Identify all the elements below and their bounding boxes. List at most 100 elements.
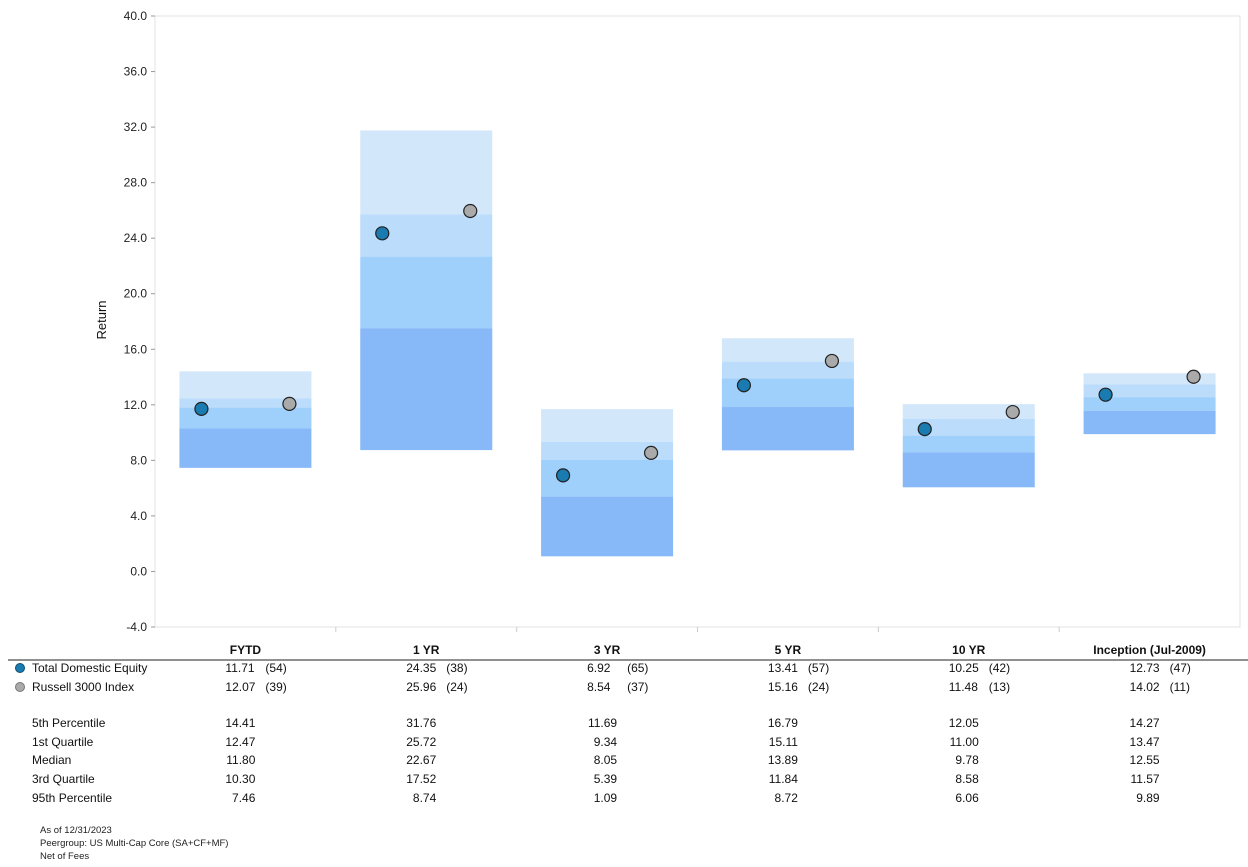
percentile-value: 16.79 — [768, 716, 798, 730]
percentile-band — [179, 428, 312, 468]
percentile-band — [902, 418, 1035, 436]
percentile-value: 8.74 — [413, 791, 437, 805]
percentile-value: 9.34 — [594, 735, 618, 749]
percentile-band — [179, 371, 312, 399]
total-domestic-equity-marker — [1098, 387, 1113, 402]
percentile-label: 1st Quartile — [32, 735, 94, 749]
category-label: 3 YR — [594, 643, 621, 657]
percentile-band — [1083, 384, 1216, 398]
total-domestic-equity-marker — [194, 401, 209, 416]
total-domestic-equity-marker — [555, 468, 571, 483]
total-domestic-equity-marker — [375, 226, 390, 241]
percentile-value: 22.67 — [406, 753, 436, 767]
russell-3000-marker — [643, 445, 659, 460]
y-tick-label: 12.0 — [124, 398, 148, 412]
series-value: 15.16 — [768, 680, 798, 694]
percentile-band — [1083, 373, 1216, 385]
percentile-value: 9.89 — [1136, 791, 1160, 805]
percentile-value: 6.06 — [955, 791, 979, 805]
percentile-value: 12.55 — [1130, 753, 1160, 767]
series-value: 6.92 — [587, 661, 611, 675]
series-rank: (54) — [265, 661, 286, 675]
series-rank: (13) — [989, 680, 1010, 694]
series-value: 13.41 — [768, 661, 798, 675]
percentile-band — [541, 409, 674, 442]
series-rank: (42) — [989, 661, 1010, 675]
y-tick-label: 8.0 — [130, 453, 147, 467]
series-rank: (38) — [446, 661, 467, 675]
legend-marker — [15, 682, 25, 692]
russell-3000-marker — [1186, 369, 1201, 384]
y-tick-label: 28.0 — [124, 176, 148, 190]
y-tick-label: 4.0 — [130, 509, 147, 523]
percentile-label: 3rd Quartile — [32, 772, 95, 786]
legend-label: Russell 3000 Index — [32, 680, 134, 694]
percentile-label: Median — [32, 753, 71, 767]
series-rank: (39) — [265, 680, 286, 694]
percentile-value: 9.78 — [955, 753, 979, 767]
percentile-band — [1083, 410, 1216, 435]
percentile-band — [1083, 397, 1216, 411]
y-axis-title: Return — [94, 300, 109, 339]
footnote: Net of Fees — [40, 851, 89, 862]
percentile-value: 12.47 — [225, 735, 255, 749]
series-rank: (65) — [627, 661, 648, 675]
percentile-band — [902, 452, 1035, 488]
percentile-band — [902, 435, 1035, 453]
percentile-bands — [179, 130, 1216, 557]
y-tick-label: -4.0 — [126, 620, 147, 634]
y-tick-label: 32.0 — [124, 120, 148, 134]
y-tick-label: 40.0 — [124, 9, 148, 23]
footnote: Peergroup: US Multi-Cap Core (SA+CF+MF) — [40, 838, 228, 849]
percentile-label: 95th Percentile — [32, 791, 112, 805]
percentile-value: 8.58 — [955, 772, 979, 786]
series-rank: (24) — [808, 680, 829, 694]
category-label: FYTD — [230, 643, 262, 657]
series-value: 25.96 — [406, 680, 436, 694]
percentile-band — [541, 441, 674, 460]
percentile-band — [360, 328, 493, 451]
series-value: 12.07 — [225, 680, 255, 694]
percentile-band — [721, 338, 854, 362]
series-value: 10.25 — [949, 661, 979, 675]
percentile-value: 15.11 — [769, 735, 798, 749]
russell-3000-marker — [1005, 404, 1020, 420]
percentile-value: 17.52 — [406, 772, 436, 786]
total-domestic-equity-marker — [736, 378, 752, 393]
y-axis: 40.0 36.0 32.0 28.0 24.0 20.0 16.0 12.0 8.0 4.0 0.… — [124, 9, 155, 634]
y-tick-label: 36.0 — [124, 65, 148, 79]
percentile-value: 11.57 — [1130, 772, 1159, 786]
series-rank: (24) — [446, 680, 467, 694]
legend-marker — [15, 663, 25, 673]
percentile-value: 25.72 — [406, 735, 436, 749]
plot-border — [154, 15, 1241, 628]
russell-3000-marker — [824, 353, 840, 369]
percentile-value: 12.05 — [949, 716, 979, 730]
percentile-value: 11.84 — [769, 772, 798, 786]
series-rank: (37) — [627, 680, 648, 694]
series-value: 24.35 — [406, 661, 436, 675]
series-value: 14.02 — [1130, 680, 1160, 694]
percentile-value: 1.09 — [594, 791, 618, 805]
series-value: 12.73 — [1130, 661, 1160, 675]
percentile-value: 10.30 — [225, 772, 255, 786]
percentile-value: 11.69 — [588, 716, 617, 730]
percentile-value: 31.76 — [406, 716, 436, 730]
percentile-band — [179, 407, 312, 429]
y-tick-label: 0.0 — [130, 564, 147, 578]
percentile-band — [360, 130, 493, 215]
series-value: 11.48 — [949, 680, 978, 694]
series-value: 11.71 — [225, 661, 254, 675]
russell-3000-marker — [463, 203, 478, 219]
percentile-value: 8.72 — [775, 791, 799, 805]
category-label: 10 YR — [952, 643, 985, 657]
percentile-value: 13.89 — [768, 753, 798, 767]
data-table: FYTD 1 YR 3 YR 5 YR 10 YR Inception (Jul-2009… — [8, 643, 1248, 805]
percentile-value: 7.46 — [232, 791, 256, 805]
y-tick-label: 16.0 — [124, 342, 148, 356]
percentile-value: 8.05 — [594, 753, 618, 767]
series-value: 8.54 — [587, 680, 611, 694]
y-tick-label: 20.0 — [124, 287, 148, 301]
series-rank: (47) — [1170, 661, 1191, 675]
